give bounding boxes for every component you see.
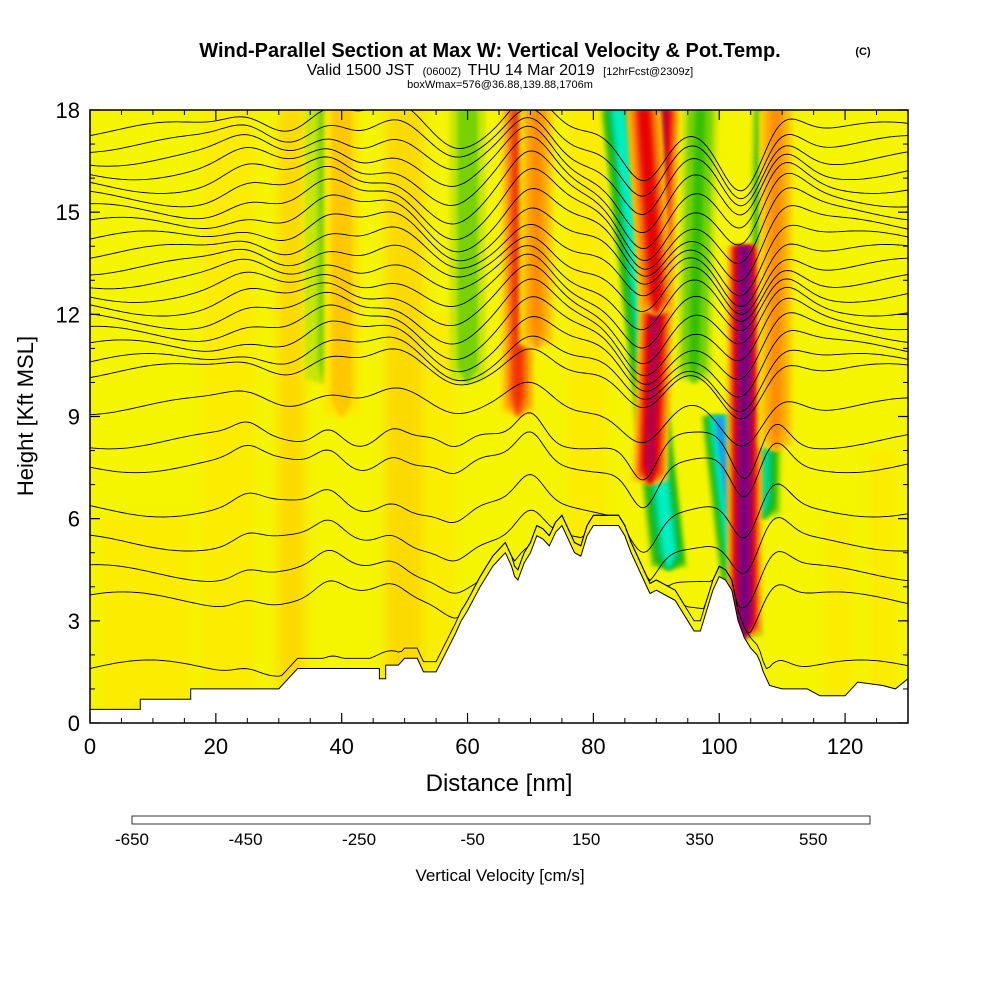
updraft-3-level-5 [638, 110, 662, 315]
potential-temperature-contours [90, 110, 908, 677]
isentrope-8 [90, 348, 908, 420]
colorbar-ticks: -650 -450 -250 -50 150 350 550 [115, 830, 827, 849]
colorbar-tick-label-1: -450 [229, 830, 263, 849]
base-shade-2 [278, 110, 304, 723]
updraft-1-level-5 [531, 110, 542, 349]
colorbar-tick-label-3: -50 [460, 830, 485, 849]
isentrope-26 [90, 110, 908, 192]
colorbar-label: Vertical Velocity [cm/s] [415, 866, 584, 885]
updraft-4 [726, 246, 763, 638]
isentrope-11 [90, 296, 908, 385]
base-shade-0 [102, 518, 191, 723]
updraft-4-level-5 [739, 246, 750, 638]
colorbar-tick-label-4: 150 [572, 830, 600, 849]
colorbar-tick-label-5: 350 [686, 830, 714, 849]
updraft-5 [758, 110, 794, 451]
isentrope-12 [90, 278, 908, 377]
y-tick-label-5: 15 [56, 200, 80, 225]
chart-title-mark: (C) [855, 46, 871, 58]
isentrope-23 [90, 125, 908, 234]
x-tick-label-2: 40 [329, 734, 353, 759]
x-axis: 0 20 40 60 80 100 120 [84, 110, 878, 759]
field-base-shading [102, 110, 896, 723]
colorbar-frame [131, 815, 871, 825]
x-tick-label-3: 60 [455, 734, 479, 759]
updraft-1 [519, 110, 555, 349]
isentrope-5 [90, 431, 908, 509]
isentrope-14 [90, 253, 908, 349]
y-tick-label-1: 3 [68, 609, 80, 634]
isentrope-6 [90, 412, 908, 481]
isentrope-25 [90, 110, 908, 200]
y-axis: 0 3 6 9 12 15 18 [56, 98, 908, 736]
y-tick-label-0: 0 [68, 711, 80, 736]
isentrope-17 [90, 223, 908, 307]
isentrope-2 [90, 514, 908, 609]
subtitle-forecast: [12hrFcst@2309z] [603, 66, 693, 78]
colorbar [131, 815, 871, 825]
isentrope-18 [90, 207, 908, 297]
colorbar-tick-label-2: -250 [342, 830, 376, 849]
x-tick-label-6: 120 [827, 734, 864, 759]
isentrope-16 [90, 236, 908, 315]
subtitle-utc: (0600Z) [423, 66, 462, 78]
base-shade-6 [826, 518, 852, 723]
x-axis-label: Distance [nm] [426, 770, 573, 797]
isentrope-24 [90, 117, 908, 215]
x-tick-label-0: 0 [84, 734, 96, 759]
isentrope-19 [90, 188, 908, 282]
chart-title: Wind-Parallel Section at Max W: Vertical… [199, 40, 780, 62]
isentrope-10 [90, 316, 908, 398]
chart-subtitle: Valid 1500 JST (0600Z) THU 14 Mar 2019 [… [307, 62, 693, 79]
y-tick-label-6: 18 [56, 98, 80, 123]
terrain [90, 524, 908, 723]
downdraft-3 [676, 110, 718, 383]
isentrope-20 [90, 168, 908, 270]
colorbar-tick-label-6: 550 [799, 830, 827, 849]
downdraft-4 [449, 110, 486, 383]
subtitle-valid: Valid 1500 JST [307, 62, 415, 79]
downdraft-3-level-5 [689, 110, 706, 383]
isentrope-15 [90, 245, 908, 331]
isentrope-7 [90, 381, 908, 447]
x-tick-label-5: 100 [701, 734, 738, 759]
isentrope-13 [90, 264, 908, 365]
isentrope-9 [90, 335, 908, 412]
colorbar-tick-label-0: -650 [115, 830, 149, 849]
y-tick-label-4: 12 [56, 302, 80, 327]
y-axis-label: Height [Kft MSL] [13, 336, 38, 496]
subtitle-date: THU 14 Mar 2019 [468, 62, 595, 79]
isentrope-22 [90, 136, 908, 250]
plot-area [90, 110, 908, 723]
base-shade-1 [203, 110, 254, 723]
base-shade-7 [870, 450, 896, 723]
x-tick-label-4: 80 [581, 734, 605, 759]
x-tick-label-1: 20 [204, 734, 228, 759]
y-tick-label-2: 6 [68, 507, 80, 532]
isentrope-4 [90, 474, 908, 553]
isentrope-3 [90, 509, 908, 582]
isentrope-21 [90, 150, 908, 262]
updraft-6 [324, 110, 360, 417]
chart-subtitle-boxwmax: boxWmax=576@36.88,139.88,1706m [407, 79, 593, 91]
downdraft-4-level-5 [462, 110, 473, 383]
y-tick-label-3: 9 [68, 405, 80, 430]
